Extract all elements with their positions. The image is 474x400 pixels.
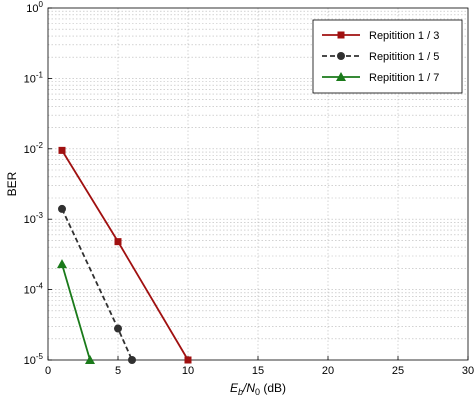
- legend-marker: [337, 31, 345, 39]
- data-point: [58, 204, 66, 213]
- x-axis: 0 5 10 15 20 25 30: [45, 356, 474, 377]
- x-tick-label: 0: [45, 365, 51, 377]
- legend-item: Repitition 1 / 7: [322, 72, 439, 84]
- y-tick-label: 10-4: [24, 282, 44, 297]
- x-tick-label: 5: [115, 365, 121, 377]
- legend-label: Repitition 1 / 5: [369, 51, 439, 63]
- series-3: [57, 259, 95, 364]
- x-tick-label: 10: [182, 365, 194, 377]
- series-group: [57, 146, 192, 364]
- series-2: [58, 204, 136, 364]
- series-line: [61, 263, 91, 361]
- data-point: [114, 238, 122, 246]
- data-point: [184, 356, 192, 364]
- legend: Repitition 1 / 3 Repitition 1 / 5 Repititi…: [312, 19, 463, 94]
- x-axis-label: Eb/N0 (dB): [230, 381, 286, 397]
- y-tick-label: 100: [26, 0, 43, 15]
- y-tick-label: 10-1: [24, 70, 44, 85]
- legend-label: Repitition 1 / 7: [369, 72, 439, 84]
- data-point: [114, 324, 122, 333]
- data-point: [85, 355, 95, 364]
- legend-label: Repitition 1 / 3: [369, 30, 439, 42]
- x-tick-label: 15: [252, 365, 264, 377]
- x-tick-label: 20: [322, 365, 334, 377]
- legend-marker: [337, 52, 345, 60]
- legend-item: Repitition 1 / 3: [322, 30, 439, 42]
- y-tick-label: 10-5: [24, 352, 44, 367]
- y-axis: 100 10-1 10-2 10-3 10-4 10-5: [24, 0, 52, 367]
- data-point: [58, 146, 66, 154]
- data-point: [128, 356, 136, 364]
- data-point: [57, 259, 67, 269]
- x-tick-label: 25: [392, 365, 404, 377]
- y-tick-label: 10-3: [24, 211, 44, 226]
- legend-item: Repitition 1 / 5: [322, 51, 439, 63]
- legend-marker: [336, 72, 346, 81]
- y-axis-label: BER: [5, 171, 19, 196]
- series-line: [61, 208, 133, 361]
- series-1: [58, 146, 192, 364]
- y-tick-label: 10-2: [24, 141, 44, 156]
- x-tick-label: 30: [462, 365, 474, 377]
